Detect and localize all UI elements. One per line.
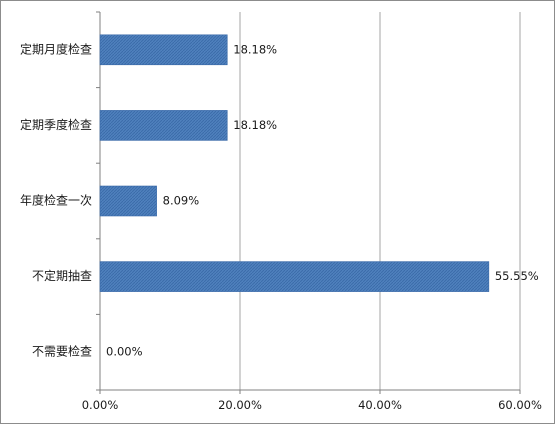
axes <box>96 11 521 394</box>
value-label-1: 18.18% <box>233 118 277 132</box>
labels: 0.00% 20.00% 40.00% 60.00% 定期月度检查 18.18% 定期季度检… <box>20 41 542 411</box>
gridlines <box>239 12 521 390</box>
category-label-1: 定期季度检查 <box>20 117 92 132</box>
category-label-3: 不定期抽查 <box>32 268 92 283</box>
bar-2 <box>99 185 157 217</box>
bar-1 <box>99 110 228 141</box>
x-tick-label-2: 40.00% <box>358 398 402 412</box>
value-label-3: 55.55% <box>495 269 539 283</box>
category-label-4: 不需要检查 <box>32 344 92 359</box>
value-label-2: 8.09% <box>163 194 200 208</box>
x-tick-label-3: 60.00% <box>498 398 542 412</box>
bar-0 <box>99 34 228 66</box>
x-tick-label-0: 0.00% <box>82 398 119 412</box>
x-tick-label-1: 20.00% <box>218 398 262 412</box>
value-label-0: 18.18% <box>233 42 277 56</box>
value-label-4: 0.00% <box>106 345 143 359</box>
category-label-0: 定期月度检查 <box>20 41 92 56</box>
bars <box>99 34 490 292</box>
bar-3 <box>99 261 490 292</box>
category-label-2: 年度检查一次 <box>20 193 92 208</box>
